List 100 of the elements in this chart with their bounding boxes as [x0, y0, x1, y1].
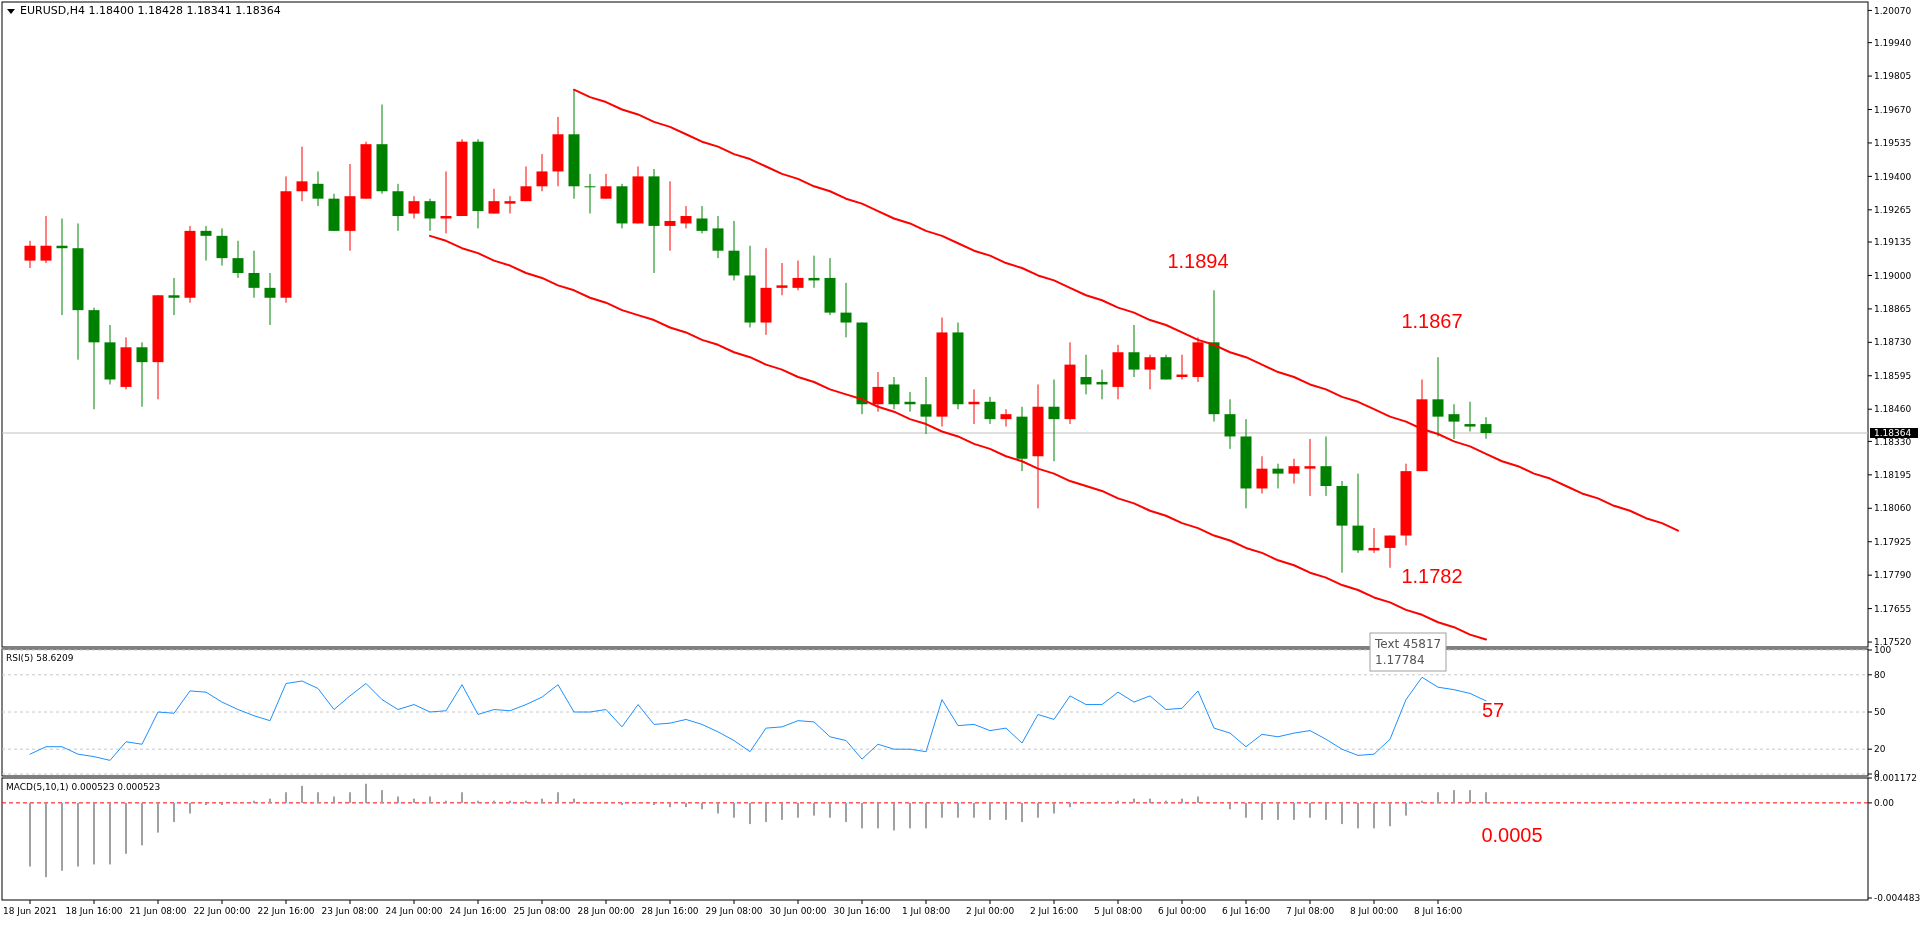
- y-tick-label: 1.18865: [1874, 304, 1912, 315]
- bar: [1261, 802, 1263, 820]
- bar: [1245, 802, 1247, 818]
- candlestick: [200, 225, 212, 262]
- x-tick-label: 2 Jul 00:00: [965, 906, 1015, 916]
- candlestick: [696, 205, 708, 234]
- bar: [109, 802, 111, 865]
- candlestick: [920, 376, 932, 435]
- bar: [813, 802, 815, 816]
- bar: [509, 800, 511, 803]
- bar: [1181, 798, 1183, 803]
- bar: [765, 802, 767, 822]
- y-tick-label: 1.17790: [1874, 570, 1912, 581]
- candlestick: [504, 195, 516, 215]
- x-tick-label: 22 Jun 16:00: [257, 906, 315, 916]
- y-tick-label: 1.19805: [1874, 71, 1912, 82]
- y-tick-label: 20: [1874, 744, 1886, 755]
- y-tick-label: 1.19265: [1874, 204, 1912, 215]
- bar: [141, 802, 143, 846]
- bar: [1405, 802, 1407, 816]
- bar: [365, 783, 367, 803]
- candlestick: [536, 153, 548, 192]
- bar: [45, 802, 47, 878]
- line-series: [573, 88, 1679, 532]
- bar: [557, 792, 559, 803]
- candlestick: [1448, 403, 1460, 440]
- candlestick: [168, 277, 180, 316]
- bar: [1421, 800, 1423, 803]
- x-tick-label: 29 Jun 08:00: [705, 906, 763, 916]
- x-tick-label: 30 Jun 16:00: [833, 906, 891, 916]
- bar: [1485, 792, 1487, 803]
- bar: [957, 802, 959, 818]
- bar: [733, 802, 735, 818]
- candlestick: [408, 195, 420, 219]
- ref-line-label: 1.18364: [1874, 428, 1912, 439]
- candlestick: [1272, 463, 1284, 489]
- bar: [1069, 802, 1071, 808]
- bar: [61, 802, 63, 871]
- candlestick: [40, 215, 52, 264]
- x-tick-label: 28 Jun 16:00: [641, 906, 699, 916]
- candlestick: [1320, 435, 1332, 497]
- bar: [1325, 802, 1327, 820]
- candlestick: [1304, 438, 1316, 497]
- candlestick: [312, 170, 324, 207]
- bar: [717, 802, 719, 814]
- bar: [845, 802, 847, 822]
- bar: [189, 802, 191, 814]
- bar: [285, 792, 287, 803]
- bar: [749, 802, 751, 825]
- annotation: 1.1782: [1401, 565, 1463, 587]
- candlestick: [1384, 535, 1396, 569]
- y-tick-label: 1.18330: [1874, 436, 1912, 447]
- candlestick: [792, 260, 804, 291]
- bar: [1437, 792, 1439, 803]
- y-tick-label: 1.19535: [1874, 138, 1912, 149]
- bar: [381, 790, 383, 803]
- bar: [461, 792, 463, 803]
- candlestick: [584, 173, 596, 215]
- bar: [413, 798, 415, 803]
- bar: [1309, 802, 1311, 818]
- y-tick-label: 1.19400: [1874, 171, 1912, 182]
- bar: [205, 802, 207, 805]
- bar: [1053, 802, 1055, 814]
- x-tick-label: 1 Jul 08:00: [901, 906, 951, 916]
- y-tick-label: 1.18060: [1874, 503, 1912, 514]
- candlestick: [216, 227, 228, 267]
- bar: [861, 802, 863, 829]
- x-tick-label: 7 Jul 08:00: [1285, 906, 1335, 916]
- y-tick-label: 1.18730: [1874, 337, 1912, 348]
- candlestick: [24, 240, 36, 269]
- bar: [893, 802, 895, 831]
- bar: [1037, 802, 1039, 818]
- candlestick: [888, 376, 900, 410]
- y-tick-label: 1.17655: [1874, 603, 1912, 614]
- y-tick-label: 1.19135: [1874, 237, 1912, 248]
- bar: [1149, 798, 1151, 803]
- candlestick: [1224, 398, 1236, 450]
- bar: [925, 802, 927, 829]
- bar: [877, 802, 879, 829]
- bar: [797, 802, 799, 818]
- y-tick-label: -0.004483: [1874, 893, 1920, 904]
- x-tick-label: 8 Jul 00:00: [1349, 906, 1399, 916]
- x-tick-label: 18 Jun 16:00: [65, 906, 123, 916]
- y-tick-label: 1.17520: [1874, 637, 1912, 648]
- annotation: 0.0005: [1481, 824, 1543, 846]
- bar: [989, 802, 991, 820]
- y-tick-label: 1.18460: [1874, 404, 1912, 415]
- candlestick: [136, 341, 148, 408]
- bar: [1165, 800, 1167, 803]
- bar: [1117, 800, 1119, 803]
- bar: [1133, 798, 1135, 803]
- candlestick: [248, 250, 260, 299]
- chart-title: RSI(5) 58.6209: [6, 653, 74, 663]
- bar: [317, 792, 319, 803]
- bar: [1005, 802, 1007, 820]
- x-tick-label: 18 Jun 2021: [2, 906, 58, 916]
- bar: [1021, 802, 1023, 822]
- bar: [669, 802, 671, 808]
- bar: [701, 802, 703, 810]
- x-tick-label: 21 Jun 08:00: [129, 906, 187, 916]
